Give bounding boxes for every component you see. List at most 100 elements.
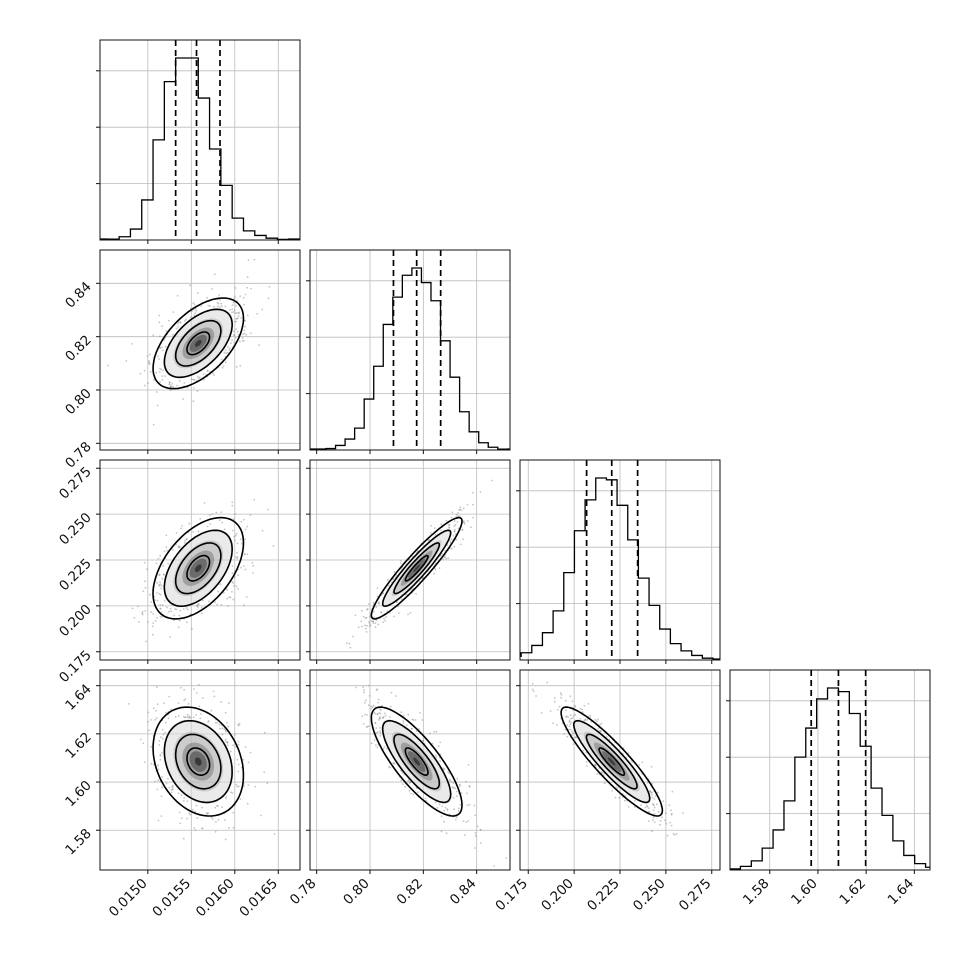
scatter-point xyxy=(186,800,189,802)
scatter-point xyxy=(634,799,637,802)
scatter-point xyxy=(183,796,186,799)
contour-3 xyxy=(152,297,245,390)
scatter-point xyxy=(177,325,179,328)
panel-frame xyxy=(519,459,721,661)
scatter-point xyxy=(430,524,432,527)
scatter-point xyxy=(245,334,248,336)
scatter-point xyxy=(216,305,219,308)
scatter-point xyxy=(387,584,390,587)
scatter-point xyxy=(566,724,569,727)
scatter-point xyxy=(457,512,459,514)
scatter-point xyxy=(143,761,146,763)
scatter-point xyxy=(535,695,537,697)
histogram-3 xyxy=(730,687,930,870)
scatter-point xyxy=(161,752,163,754)
scatter-point xyxy=(383,746,386,748)
scatter-point xyxy=(565,709,567,712)
scatter-point xyxy=(659,820,662,822)
scatter-point xyxy=(431,742,434,745)
scatter-point xyxy=(623,799,626,802)
scatter-point xyxy=(421,577,424,579)
scatter-point xyxy=(244,746,247,748)
scatter-point xyxy=(189,813,192,816)
x-tick-label: 0.0150 xyxy=(106,876,151,921)
scatter-point xyxy=(443,809,445,812)
scatter-point xyxy=(157,768,160,771)
scatter-point xyxy=(415,593,417,595)
y-tick-label: 1.62 xyxy=(62,729,95,762)
scatter-point xyxy=(440,523,443,526)
scatter-point xyxy=(476,825,479,828)
scatter-point xyxy=(214,721,217,724)
scatter-point xyxy=(192,808,194,811)
scatter-point xyxy=(139,372,142,375)
scatter-point xyxy=(465,821,468,823)
scatter-point xyxy=(175,532,178,534)
scatter-point xyxy=(194,307,197,310)
scatter-point xyxy=(151,625,154,628)
scatter-point xyxy=(596,720,598,722)
scatter-point xyxy=(240,317,243,319)
scatter-point xyxy=(473,847,476,849)
panel-frame xyxy=(99,39,301,241)
scatter-point xyxy=(456,777,459,780)
x-tick-label: 1.60 xyxy=(788,876,821,909)
scatter-point xyxy=(367,725,370,727)
scatter-point xyxy=(229,309,232,311)
scatter-point xyxy=(244,528,247,531)
scatter-point xyxy=(368,603,370,605)
scatter-point xyxy=(418,728,420,730)
scatter-point xyxy=(206,369,209,372)
scatter-point xyxy=(150,719,152,721)
scatter-point xyxy=(165,546,168,549)
scatter-point xyxy=(579,707,582,710)
scatter-point xyxy=(155,686,158,689)
scatter-point xyxy=(211,818,214,820)
scatter-point xyxy=(461,528,464,531)
scatter-point xyxy=(173,619,175,622)
scatter-point xyxy=(184,698,187,700)
scatter-point xyxy=(218,723,221,726)
scatter-point xyxy=(394,695,397,697)
scatter-point xyxy=(433,731,436,733)
scatter-point xyxy=(382,621,384,624)
scatter-point xyxy=(366,714,368,716)
scatter-point xyxy=(467,764,470,766)
scatter-point xyxy=(611,790,613,792)
scatter-point xyxy=(491,479,493,482)
scatter-point xyxy=(158,573,161,576)
scatter-point xyxy=(250,287,253,290)
scatter-point xyxy=(154,620,157,622)
scatter-point xyxy=(232,811,235,814)
scatter-point xyxy=(379,731,382,734)
scatter-point xyxy=(376,587,379,589)
y-tick-label: 0.175 xyxy=(56,647,95,686)
scatter-point xyxy=(158,592,161,595)
scatter-point xyxy=(243,303,245,306)
scatter-point xyxy=(472,491,474,494)
scatter-point xyxy=(155,391,158,393)
scatter-point xyxy=(193,688,195,690)
scatter-point xyxy=(172,385,174,388)
y-tick-label: 0.250 xyxy=(56,510,95,549)
scatter-point xyxy=(368,625,371,628)
scatter-point xyxy=(664,819,666,822)
scatter-point xyxy=(234,287,237,289)
scatter-point xyxy=(169,385,172,388)
scatter-point xyxy=(675,833,678,835)
scatter-point xyxy=(172,311,175,313)
scatter-point xyxy=(178,379,181,382)
scatter-point xyxy=(559,692,562,695)
scatter-point xyxy=(505,857,507,859)
scatter-point xyxy=(164,721,167,724)
scatter-point xyxy=(166,606,168,609)
scatter-point xyxy=(207,720,210,722)
scatter-point xyxy=(225,797,227,800)
scatter-point xyxy=(465,780,467,783)
scatter-point xyxy=(227,346,229,348)
histogram-0 xyxy=(100,57,300,240)
scatter-point xyxy=(154,599,157,602)
scatter-point xyxy=(207,304,210,307)
scatter-point xyxy=(411,718,414,721)
scatter-point xyxy=(378,601,380,603)
